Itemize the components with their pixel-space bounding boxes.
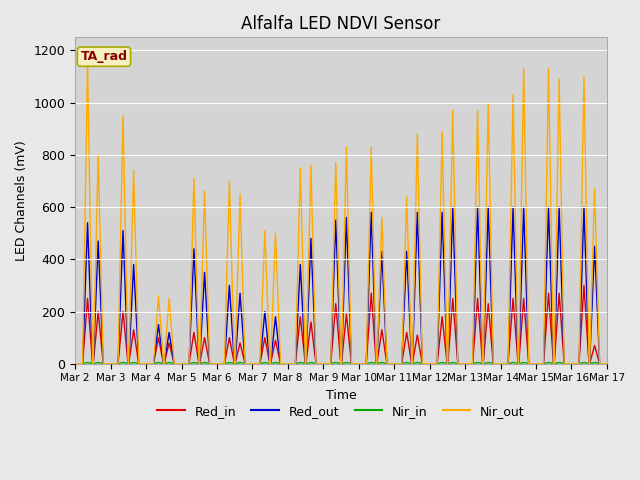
Line: Red_out: Red_out bbox=[75, 207, 607, 364]
Nir_in bbox=[185, 361, 193, 367]
Nir_in bbox=[84, 360, 92, 365]
Red_in bbox=[490, 361, 497, 367]
Nir_out bbox=[490, 361, 498, 367]
Red_in bbox=[185, 361, 193, 367]
Red_in bbox=[270, 343, 278, 349]
Red_out bbox=[601, 361, 609, 367]
Nir_in bbox=[71, 361, 79, 367]
Nir_in bbox=[271, 360, 278, 366]
Nir_in bbox=[603, 361, 611, 367]
Nir_out bbox=[180, 361, 188, 367]
Title: Alfalfa LED NDVI Sensor: Alfalfa LED NDVI Sensor bbox=[241, 15, 441, 33]
Nir_out bbox=[601, 361, 609, 367]
Red_in bbox=[603, 361, 611, 367]
Nir_out bbox=[415, 177, 422, 183]
Red_out bbox=[490, 361, 498, 367]
Red_out bbox=[71, 361, 79, 367]
Red_out bbox=[603, 361, 611, 367]
Red_in bbox=[414, 337, 422, 343]
Nir_in bbox=[601, 361, 609, 367]
Red_in bbox=[580, 283, 588, 288]
Red_out bbox=[270, 326, 278, 332]
Red_in bbox=[71, 361, 79, 367]
Line: Nir_in: Nir_in bbox=[75, 362, 607, 364]
Nir_out bbox=[271, 262, 278, 268]
Y-axis label: LED Channels (mV): LED Channels (mV) bbox=[15, 140, 28, 261]
Nir_in bbox=[180, 361, 188, 367]
Red_out bbox=[179, 361, 187, 367]
Nir_out bbox=[71, 361, 79, 367]
Line: Red_in: Red_in bbox=[75, 286, 607, 364]
Nir_out bbox=[603, 361, 611, 367]
Red_out bbox=[185, 361, 193, 367]
Nir_out bbox=[84, 60, 92, 66]
Red_in bbox=[601, 361, 609, 367]
Text: TA_rad: TA_rad bbox=[81, 50, 127, 63]
Nir_out bbox=[185, 361, 193, 367]
Nir_in bbox=[415, 360, 422, 366]
Red_out bbox=[449, 204, 456, 210]
Legend: Red_in, Red_out, Nir_in, Nir_out: Red_in, Red_out, Nir_in, Nir_out bbox=[152, 400, 530, 423]
Red_in bbox=[179, 361, 187, 367]
Red_out bbox=[414, 238, 422, 243]
Line: Nir_out: Nir_out bbox=[75, 63, 607, 364]
Nir_in bbox=[490, 361, 498, 367]
X-axis label: Time: Time bbox=[326, 389, 356, 402]
